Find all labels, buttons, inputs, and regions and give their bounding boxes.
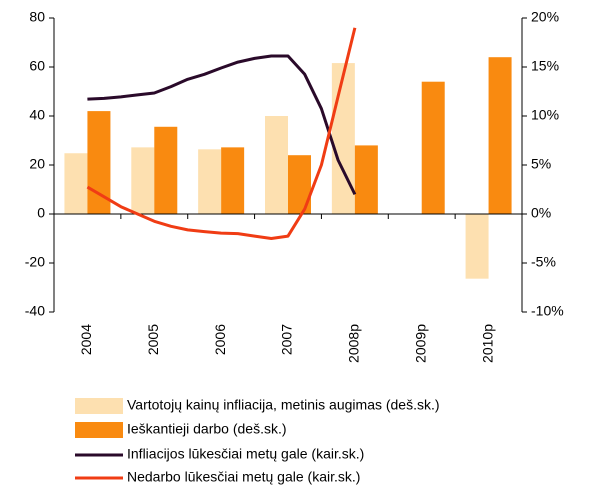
legend-swatch	[75, 398, 123, 414]
x-tick-label: 2010p	[479, 324, 495, 363]
line	[86, 27, 357, 240]
bar	[421, 81, 445, 214]
y2-tick-label: 5%	[531, 156, 551, 172]
bar	[221, 147, 245, 214]
bar	[465, 214, 489, 279]
y-tick-label: 80	[29, 9, 45, 25]
bar	[131, 147, 155, 214]
x-tick-label: 2004	[78, 324, 94, 355]
y-tick-label: -20	[25, 254, 45, 270]
legend-label: Nedarbo lūkesčiai metų gale (kair.sk.)	[127, 469, 360, 485]
line	[87, 54, 357, 196]
bar	[288, 155, 311, 214]
y-tick-label: 20	[29, 156, 45, 172]
bar	[87, 111, 111, 214]
legend-swatch	[75, 422, 123, 438]
y2-tick-label: 10%	[531, 107, 559, 123]
bar	[64, 153, 88, 214]
x-tick-label: 2007	[279, 324, 295, 355]
x-tick-label: 2006	[212, 324, 228, 355]
bar	[331, 63, 355, 214]
bar	[198, 149, 222, 214]
y2-tick-label: 20%	[531, 9, 559, 25]
y2-tick-label: 15%	[531, 58, 559, 74]
y-tick-label: 40	[29, 107, 45, 123]
y2-tick-label: -5%	[531, 254, 556, 270]
y-tick-label: 60	[29, 58, 45, 74]
y2-tick-label: -10%	[531, 303, 564, 319]
x-tick-label: 2009p	[412, 324, 428, 363]
legend-label: Vartotojų kainų infliacija, metinis augi…	[127, 397, 440, 413]
bar	[154, 126, 178, 214]
y-tick-label: -40	[25, 303, 45, 319]
x-tick-label: 2008p	[346, 324, 362, 363]
legend-label: Ieškantieji darbo (deš.sk.)	[127, 421, 287, 437]
bar	[354, 145, 378, 214]
legend-label: Infliacijos lūkesčiai metų gale (kair.sk…	[127, 446, 364, 462]
bar	[488, 57, 512, 215]
y2-tick-label: 0%	[531, 205, 551, 221]
y-tick-label: 0	[37, 205, 45, 221]
x-tick-label: 2005	[145, 324, 161, 355]
bar	[265, 116, 288, 214]
